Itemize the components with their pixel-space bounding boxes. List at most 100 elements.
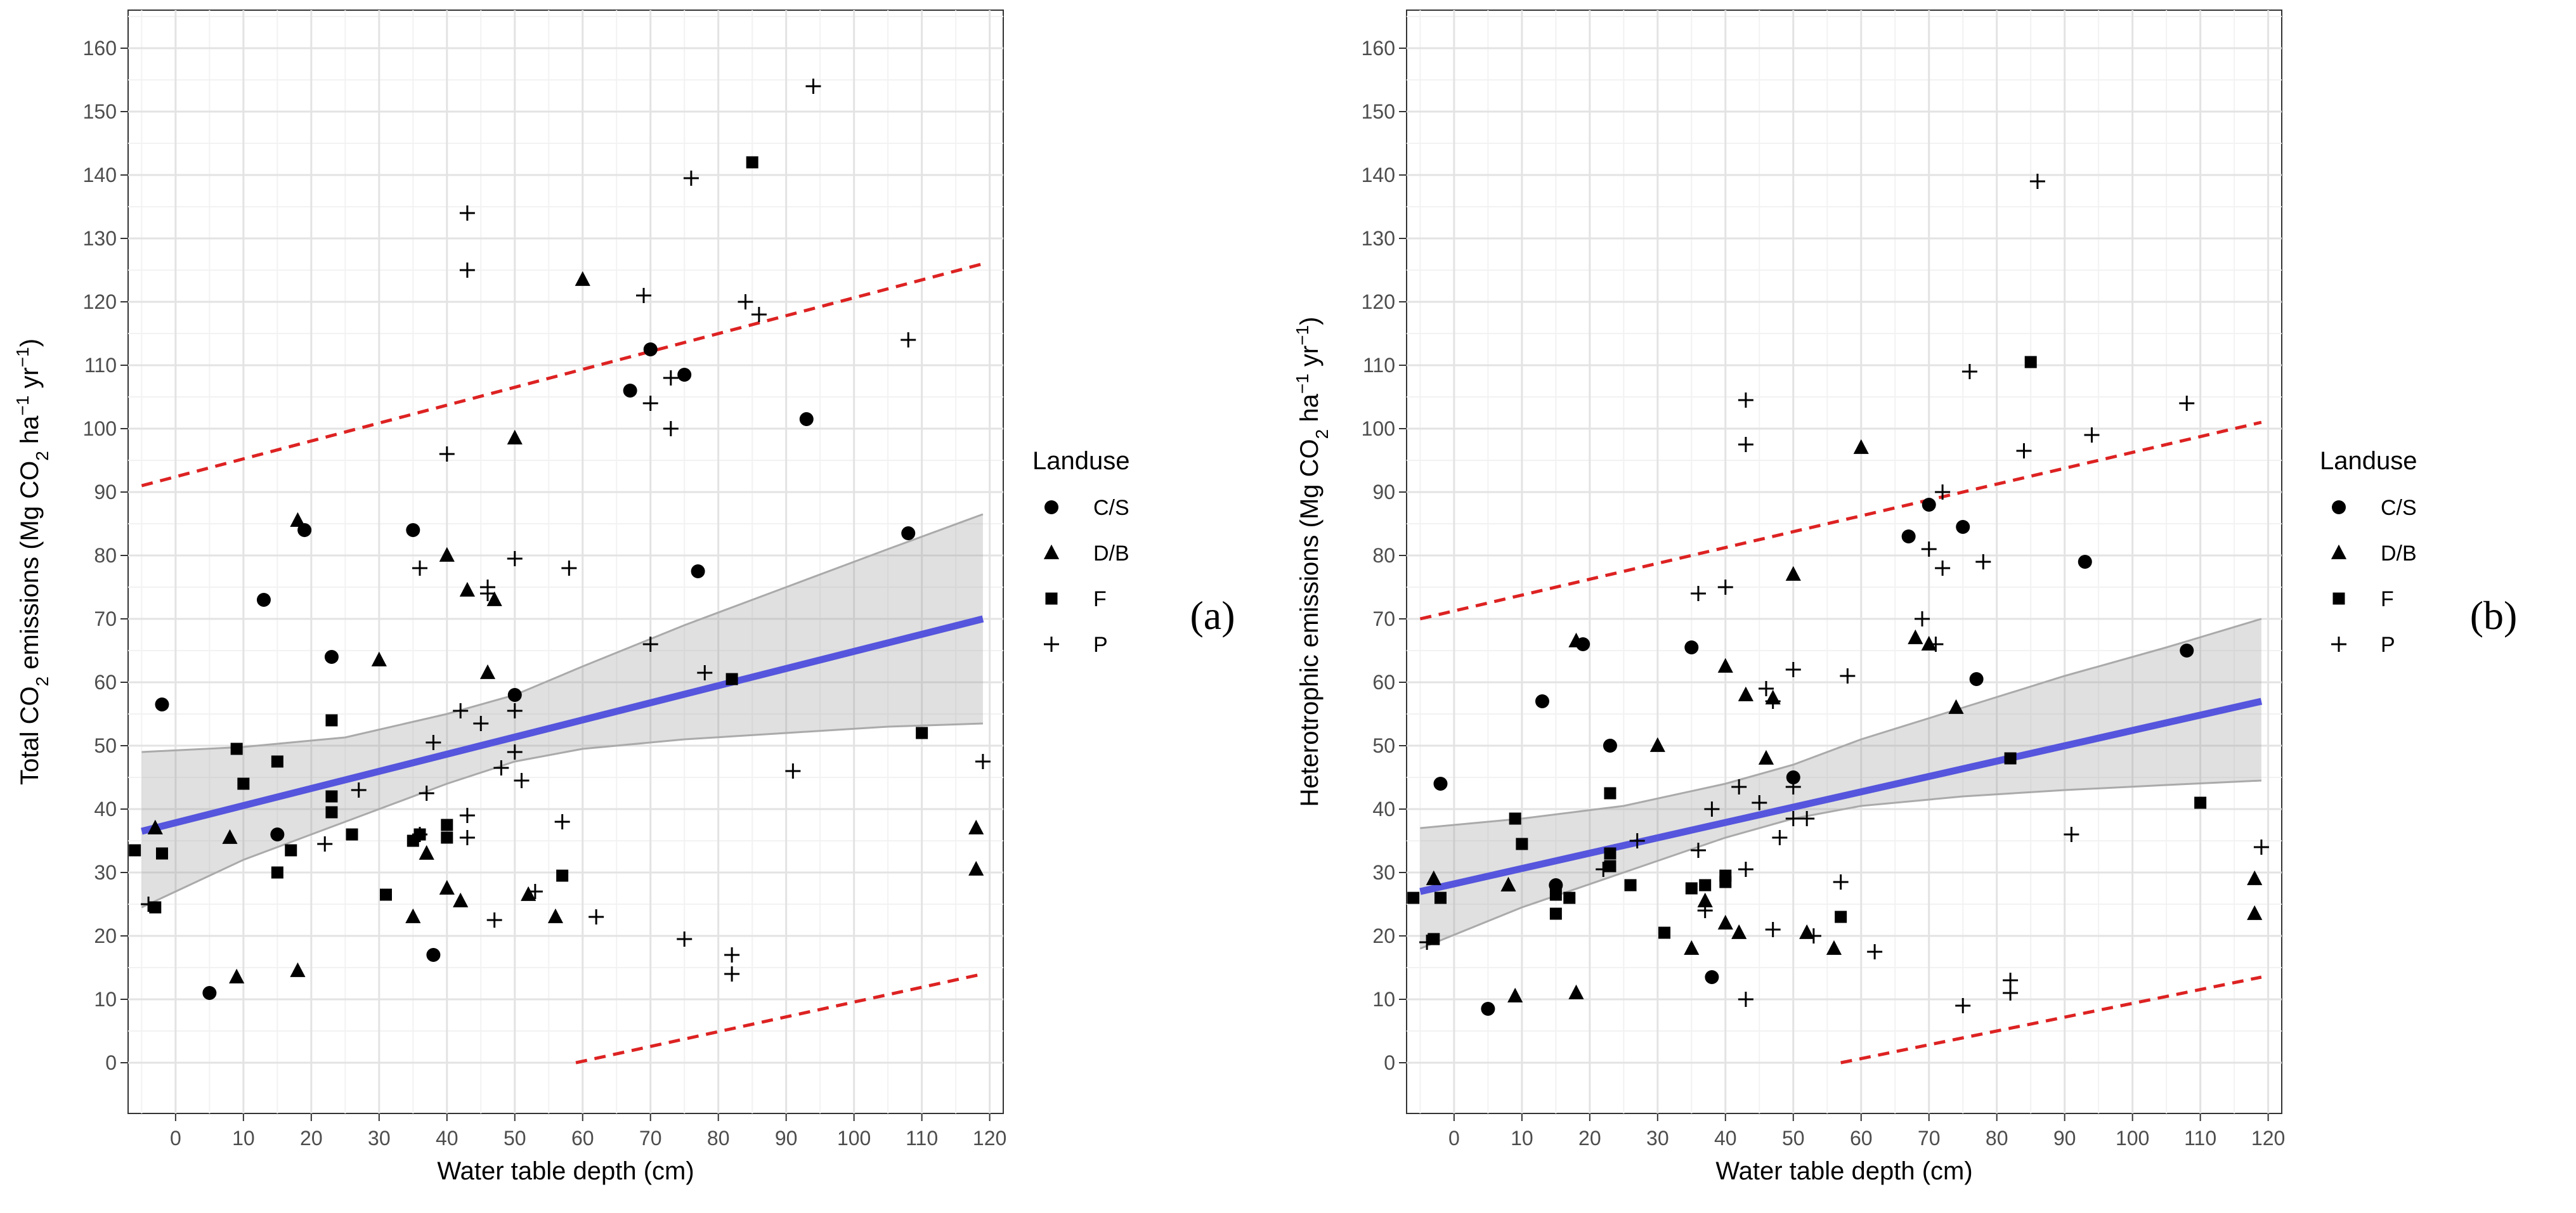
x-tick-label: 30 — [368, 1127, 391, 1150]
x-tick-label: 20 — [300, 1127, 323, 1150]
point-p — [1915, 611, 1930, 626]
point-cs — [799, 412, 814, 426]
point-f — [746, 156, 758, 169]
point-f — [1685, 882, 1698, 895]
point-cs — [1956, 520, 1970, 534]
y-tick-label: 130 — [1362, 227, 1395, 250]
point-cs — [256, 593, 271, 607]
point-p — [1840, 668, 1856, 684]
point-f — [230, 743, 243, 755]
point-p — [1596, 862, 1611, 877]
point-f — [1509, 812, 1521, 825]
point-p — [1921, 542, 1937, 557]
y-axis-title: Total CO2 emissions (Mg CO2 ha−1 yr−1) — [13, 339, 52, 785]
point-f — [1719, 876, 1732, 888]
y-tick-label: 90 — [1372, 481, 1395, 503]
y-tick-label: 130 — [83, 227, 117, 250]
point-p — [2253, 840, 2269, 855]
plot-panel — [127, 10, 1004, 1114]
point-f — [556, 869, 569, 882]
point-db — [575, 271, 590, 286]
point-db — [968, 819, 984, 834]
x-tick-label: 80 — [1986, 1127, 2008, 1150]
point-cs — [2180, 644, 2194, 658]
point-db — [547, 908, 564, 923]
chart-a: 0102030405060708090100110120130140150160… — [13, 10, 1235, 1185]
point-p — [507, 744, 523, 760]
regression-line — [1419, 697, 2263, 895]
x-tick-label: 70 — [639, 1127, 662, 1150]
point-p — [426, 735, 441, 750]
x-tick-label: 0 — [1448, 1127, 1460, 1150]
y-tick-label: 110 — [84, 354, 117, 377]
point-f — [325, 790, 338, 803]
point-f — [1604, 787, 1617, 800]
y-tick-label: 40 — [1372, 798, 1395, 821]
y-tick-label: 20 — [94, 924, 117, 947]
point-p — [459, 263, 475, 278]
x-tick-label: 30 — [1646, 1127, 1669, 1150]
legend-title: Landuse — [2320, 447, 2417, 475]
point-cs — [202, 986, 217, 1000]
point-p — [751, 307, 767, 322]
x-tick-label: 10 — [232, 1127, 255, 1150]
x-tick-label: 80 — [707, 1127, 730, 1150]
point-p — [785, 763, 801, 779]
point-f — [1549, 907, 1562, 920]
point-p — [317, 836, 333, 852]
point-f — [237, 777, 250, 790]
point-cs — [1603, 739, 1617, 753]
point-db — [1738, 686, 1753, 701]
point-p — [473, 716, 489, 731]
point-p — [1961, 364, 1977, 379]
point-db — [1948, 699, 1964, 714]
legend-key-cs — [2332, 500, 2346, 514]
confidence-band-lower-edge — [141, 722, 983, 909]
y-tick-label: 120 — [1362, 290, 1395, 313]
y-tick-label: 60 — [94, 671, 117, 694]
point-p — [351, 782, 367, 798]
point-db — [1758, 749, 1774, 765]
point-cs — [1922, 498, 1936, 512]
point-cs — [1969, 672, 1984, 686]
x-axis-title: Water table depth (cm) — [1715, 1157, 1972, 1185]
confidence-band — [1420, 619, 2261, 949]
x-tick-label: 60 — [1850, 1127, 1873, 1150]
prediction-lower-line — [575, 972, 984, 1065]
x-tick-label: 110 — [906, 1127, 938, 1150]
point-db — [507, 429, 523, 444]
point-p — [677, 931, 693, 947]
point-p — [1691, 586, 1706, 601]
y-tick-label: 150 — [83, 100, 117, 123]
x-tick-label: 100 — [2116, 1127, 2149, 1150]
point-db — [1697, 892, 1713, 907]
legend-key-f — [2332, 592, 2345, 605]
point-cs — [426, 948, 441, 962]
y-tick-label: 30 — [1372, 861, 1395, 884]
point-f — [1407, 892, 1420, 904]
point-p — [459, 205, 475, 221]
y-tick-label: 50 — [94, 734, 117, 757]
point-f — [285, 844, 297, 857]
point-db — [439, 547, 455, 562]
x-tick-label: 0 — [170, 1127, 181, 1150]
point-p — [486, 912, 502, 928]
point-db — [1908, 629, 1923, 644]
point-f — [441, 831, 453, 844]
point-p — [1785, 662, 1801, 677]
point-p — [1691, 843, 1706, 858]
prediction-lower-line — [1840, 975, 2262, 1065]
point-p — [1697, 903, 1713, 918]
point-f — [2004, 752, 2017, 765]
legend-label-p: P — [1093, 633, 1108, 657]
legend-key-db — [2331, 544, 2347, 559]
y-tick-label: 70 — [1372, 607, 1395, 630]
point-p — [2064, 827, 2079, 842]
point-p — [2016, 443, 2032, 458]
point-f — [1563, 892, 1576, 904]
y-tick-label: 30 — [94, 861, 117, 884]
x-tick-label: 120 — [973, 1127, 1006, 1150]
point-db — [2247, 905, 2263, 920]
x-tick-label: 110 — [2184, 1127, 2216, 1150]
